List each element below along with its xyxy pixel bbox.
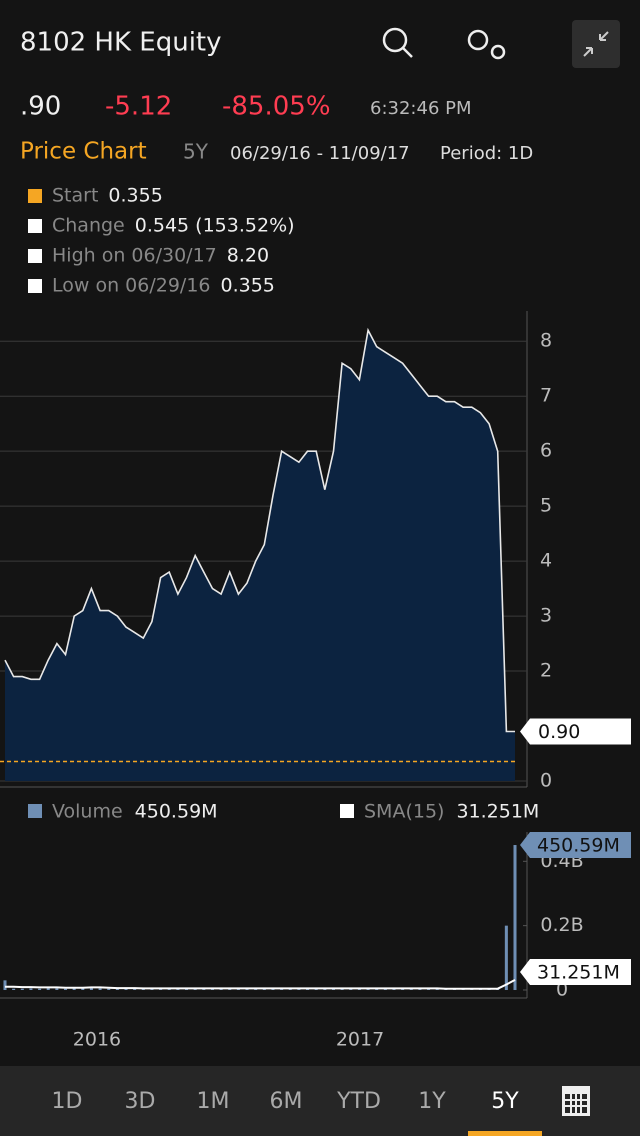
range: 5Y — [183, 140, 209, 164]
volume-bar — [55, 988, 59, 990]
tab[interactable]: 1M — [197, 1089, 230, 1114]
tab[interactable]: YTD — [336, 1089, 381, 1114]
volume-bar — [133, 988, 137, 990]
volume-bar — [98, 988, 102, 990]
minimize-button[interactable] — [572, 20, 620, 68]
volume-bar — [3, 980, 7, 990]
legend-swatch — [28, 219, 42, 233]
tab[interactable]: 3D — [125, 1089, 156, 1114]
last-volume-label: 450.59M — [537, 835, 620, 857]
legend-label: Volume — [52, 801, 123, 823]
x-tick-label: 2016 — [73, 1029, 121, 1051]
volume-bar — [81, 988, 85, 990]
legend-value: 0.355 — [221, 275, 275, 297]
volume-bar — [29, 988, 33, 990]
legend-swatch — [28, 249, 42, 263]
volume-bar — [89, 987, 93, 990]
y-tick-label: 6 — [540, 440, 552, 462]
legend-label: High on 06/30/17 — [52, 245, 217, 267]
section-title: Price Chart — [20, 139, 147, 165]
volume-bar — [513, 845, 517, 990]
time: 6:32:46 PM — [370, 98, 472, 119]
last-volume-tag — [520, 832, 631, 859]
search-icon[interactable] — [382, 27, 413, 58]
tab[interactable]: 1Y — [418, 1089, 446, 1114]
tab-bar — [0, 1066, 640, 1136]
legend-label: Low on 06/29/16 — [52, 275, 211, 297]
volume-bar — [12, 988, 16, 990]
price-area — [5, 330, 515, 781]
volume-bar — [46, 988, 50, 990]
volume-bar — [115, 988, 119, 990]
y-tick-label: 0 — [540, 770, 552, 792]
legend-value: 31.251M — [456, 801, 539, 823]
volume-bar — [504, 925, 508, 990]
legend-swatch — [28, 279, 42, 293]
volume-bar — [20, 988, 24, 990]
legend-label: Change — [52, 215, 125, 237]
last-price-tag — [520, 718, 631, 745]
title: 8102 HK Equity — [20, 28, 222, 58]
price-line — [4, 327, 515, 733]
last-price: .90 — [20, 92, 61, 122]
y-tick-label: 7 — [540, 385, 552, 407]
period: Period: 1D — [440, 143, 533, 164]
legend-swatch — [28, 804, 42, 818]
x-tick-label: 2017 — [336, 1029, 384, 1051]
y-tick-label: 4 — [540, 550, 552, 572]
last-price-label: 0.90 — [538, 721, 580, 743]
percent-change: -85.05% — [222, 92, 331, 122]
tab[interactable]: 1D — [52, 1089, 83, 1114]
sma-line — [5, 979, 516, 990]
last-sma-tag — [520, 958, 631, 985]
volume-bar — [63, 988, 68, 990]
legend-swatch — [340, 804, 354, 818]
legend-value: 0.545 (153.52%) — [135, 215, 295, 237]
volume-bar — [72, 988, 76, 990]
y-tick-label: 5 — [540, 495, 552, 517]
y-tick-label: 3 — [540, 605, 552, 627]
y-tick-label: 0.2B — [540, 914, 583, 936]
legend-swatch — [28, 189, 42, 203]
volume-bar — [38, 988, 42, 990]
dates: 06/29/16 - 11/09/17 — [230, 143, 410, 164]
y-tick-label: 8 — [540, 330, 552, 352]
net-change: -5.12 — [105, 92, 172, 122]
volume-bar — [124, 988, 128, 990]
tab[interactable]: 5Y — [491, 1089, 519, 1114]
legend-value: 8.20 — [227, 245, 269, 267]
legend-label: SMA(15) — [364, 801, 444, 823]
legend-value: 0.355 — [108, 185, 162, 207]
legend-label: Start — [52, 185, 98, 207]
volume-bar — [107, 988, 111, 990]
settings-icon[interactable] — [467, 29, 506, 60]
tab-indicator — [468, 1131, 542, 1136]
last-sma-label: 31.251M — [537, 961, 620, 983]
calendar-button[interactable] — [562, 1086, 590, 1116]
y-tick-label: 2 — [540, 660, 552, 682]
tab[interactable]: 6M — [270, 1089, 303, 1114]
legend-value: 450.59M — [135, 801, 218, 823]
